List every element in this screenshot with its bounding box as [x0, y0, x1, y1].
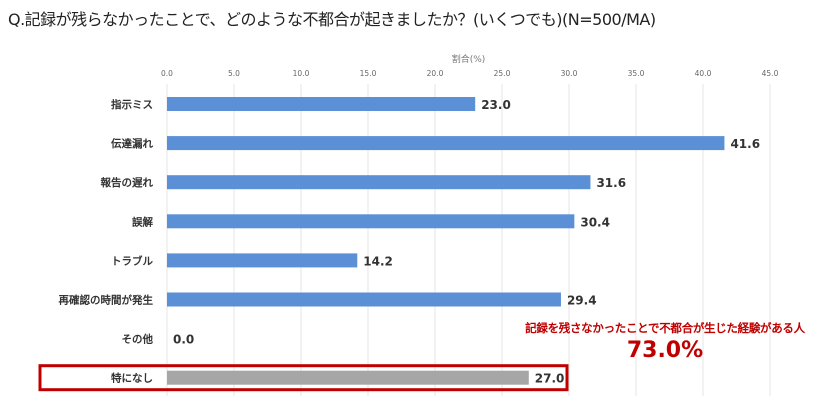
category-label: 誤解 — [132, 215, 153, 228]
bar — [167, 370, 529, 385]
x-tick-label: 20.0 — [427, 69, 444, 78]
value-label: 31.6 — [596, 176, 626, 190]
value-label: 30.4 — [580, 215, 610, 229]
category-label: 伝達漏れ — [111, 137, 153, 150]
annotation: 記録を残さなかったことで不都合が生じた経験がある人 73.0% — [500, 320, 827, 363]
value-label: 41.6 — [730, 137, 760, 151]
bar — [167, 97, 476, 111]
category-label: トラブル — [111, 254, 153, 267]
x-tick-label: 35.0 — [628, 69, 645, 78]
category-label: その他 — [122, 333, 154, 346]
x-tick-label: 25.0 — [494, 69, 511, 78]
category-label: 報告の遅れ — [101, 176, 154, 189]
value-label: 29.4 — [567, 294, 597, 308]
bar — [167, 136, 725, 151]
bar — [167, 292, 561, 307]
bar — [167, 175, 591, 190]
value-label: 0.0 — [173, 333, 194, 347]
x-tick-label: 10.0 — [293, 69, 310, 78]
x-tick-label: 15.0 — [360, 69, 377, 78]
x-tick-label: 0.0 — [161, 69, 173, 78]
value-label: 27.0 — [535, 372, 565, 386]
category-label: 再確認の時間が発生 — [59, 294, 154, 307]
bar — [167, 253, 358, 268]
x-tick-label: 30.0 — [561, 69, 578, 78]
category-label: 特になし — [111, 372, 153, 385]
annotation-text: 記録を残さなかったことで不都合が生じた経験がある人 — [525, 321, 805, 335]
bar — [167, 214, 575, 229]
chart-title: Q.記録が残らなかったことで、どのような不都合が起きましたか？(いくつでも)(N… — [8, 10, 656, 29]
x-tick-label: 40.0 — [695, 69, 712, 78]
annotation-value: 73.0% — [626, 338, 704, 363]
x-tick-label: 5.0 — [228, 69, 240, 78]
value-label: 14.2 — [363, 254, 393, 268]
category-label: 指示ミス — [111, 98, 153, 111]
x-axis-label: 割合(%) — [452, 53, 486, 65]
highlight-box — [38, 364, 569, 392]
x-tick-label: 45.0 — [762, 69, 779, 78]
value-label: 23.0 — [481, 98, 511, 112]
